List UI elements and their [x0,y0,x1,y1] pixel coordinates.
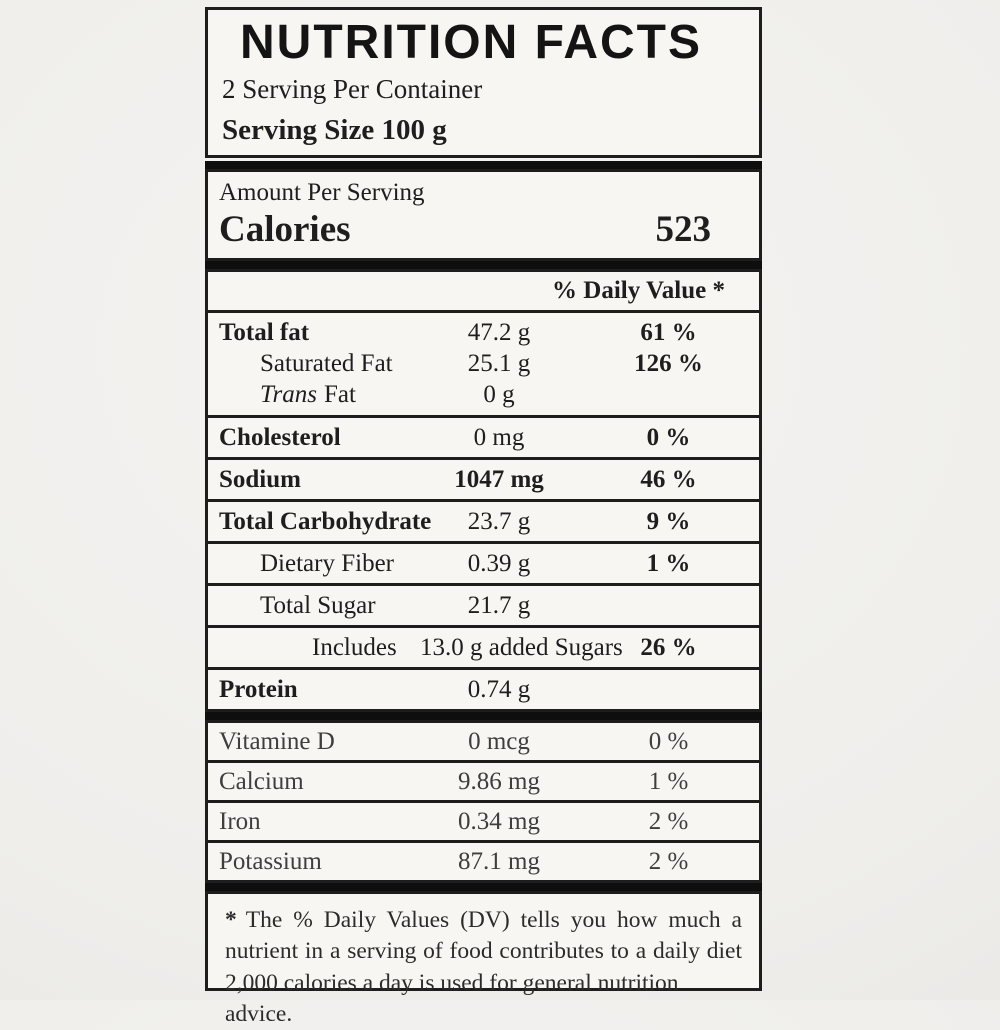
label-title: NUTRITION FACTS [208,10,759,69]
nutrient-name: Total fat [208,319,420,347]
nutrient-name: Potassium [208,848,420,876]
nutrient-amount: 0 mg [420,424,578,452]
nutrient-amount: 87.1 mg [420,848,578,876]
nutrient-row: Includes 13.0 g added Sugars 26 % [205,625,762,670]
footnote: * The % Daily Values (DV) tells you how m… [205,891,762,991]
nutrient-daily-value: 26 % [578,634,759,662]
thick-divider [205,261,762,269]
footnote-asterisk: * [225,907,237,933]
nutrient-name: Trans Fat [208,381,420,409]
nutrient-row: Total Sugar 21.7 g [205,583,762,628]
nutrient-daily-value: 46 % [578,466,759,494]
nutrient-row: Total fat 47.2 g 61 % [208,317,759,348]
label-header: NUTRITION FACTS 2 Serving Per Container … [205,7,762,158]
nutrient-daily-value: 0 % [578,728,759,756]
calories-value: 523 [656,208,712,252]
nutrient-row: Cholesterol 0 mg 0 % [205,415,762,460]
nutrient-daily-value: 1 % [578,550,759,578]
nutrient-amount: 0 mcg [420,728,578,756]
footnote-line: nutrient in a serving of food contribute… [225,936,742,967]
nutrient-amount: 1047 mg [420,466,578,494]
daily-value-header: % Daily Value * [552,277,725,305]
calories-label: Calories [219,208,351,252]
nutrient-amount: 0 g [420,381,578,409]
nutrient-name: Includes [208,634,420,662]
servings-per-container: 2 Serving Per Container [208,69,759,105]
calories-section: Amount Per Serving Calories 523 [205,169,762,261]
footnote-line: 2,000 calories a day is used for general… [225,968,742,1030]
nutrient-name: Saturated Fat [208,350,420,378]
nutrient-row: Protein 0.74 g [205,667,762,712]
nutrient-name-italic: Trans [260,381,317,408]
nutrient-row: Sodium 1047 mg 46 % [205,457,762,502]
nutrient-daily-value: 61 % [578,319,759,347]
nutrient-name: Iron [208,808,420,836]
nutrient-row: Saturated Fat 25.1 g 126 % [208,348,759,379]
nutrient-amount: 0.34 mg [420,808,578,836]
nutrient-name: Protein [208,676,420,704]
nutrient-amount: 13.0 g added Sugars [420,634,578,662]
fat-group: Total fat 47.2 g 61 % Saturated Fat 25.1… [205,310,762,418]
nutrient-row: Potassium 87.1 mg 2 % [205,840,762,883]
nutrient-name: Dietary Fiber [208,550,420,578]
nutrient-row: Vitamine D 0 mcg 0 % [205,720,762,763]
nutrient-amount: 23.7 g [420,508,578,536]
nutrient-amount: 25.1 g [420,350,578,378]
nutrient-amount: 9.86 mg [420,768,578,796]
thick-divider [205,883,762,891]
nutrition-facts-label: NUTRITION FACTS 2 Serving Per Container … [205,7,762,991]
nutrient-row: Calcium 9.86 mg 1 % [205,760,762,803]
nutrient-name: Total Carbohydrate [208,508,420,536]
nutrient-row: Total Carbohydrate 23.7 g 9 % [205,499,762,544]
nutrient-row: Iron 0.34 mg 2 % [205,800,762,843]
nutrient-name: Vitamine D [208,728,420,756]
nutrient-name: Total Sugar [208,592,420,620]
nutrient-amount: 0.74 g [420,676,578,704]
footnote-line: * The % Daily Values (DV) tells you how m… [225,905,742,936]
nutrient-daily-value: 9 % [578,508,759,536]
nutrient-daily-value: 126 % [578,350,759,378]
nutrient-name: Calcium [208,768,420,796]
amount-per-serving: Amount Per Serving [208,172,759,207]
nutrient-amount: 21.7 g [420,592,578,620]
nutrient-daily-value: 0 % [578,424,759,452]
nutrient-daily-value: 1 % [578,768,759,796]
nutrient-row: Dietary Fiber 0.39 g 1 % [205,541,762,586]
thick-divider [205,161,762,169]
nutrient-name: Sodium [208,466,420,494]
nutrient-daily-value: 2 % [578,808,759,836]
nutrient-name: Cholesterol [208,424,420,452]
nutrient-name-rest: Fat [324,381,356,408]
footnote-text: The % Daily Values (DV) tells you how mu… [246,907,742,933]
nutrient-amount: 47.2 g [420,319,578,347]
nutrient-amount: 0.39 g [420,550,578,578]
calories-row: Calories 523 [208,207,759,252]
thick-divider [205,712,762,720]
daily-value-header-row: % Daily Value * [205,269,762,313]
nutrient-row: Trans Fat 0 g [208,379,759,410]
nutrient-daily-value: 2 % [578,848,759,876]
serving-size: Serving Size 100 g [208,105,759,147]
